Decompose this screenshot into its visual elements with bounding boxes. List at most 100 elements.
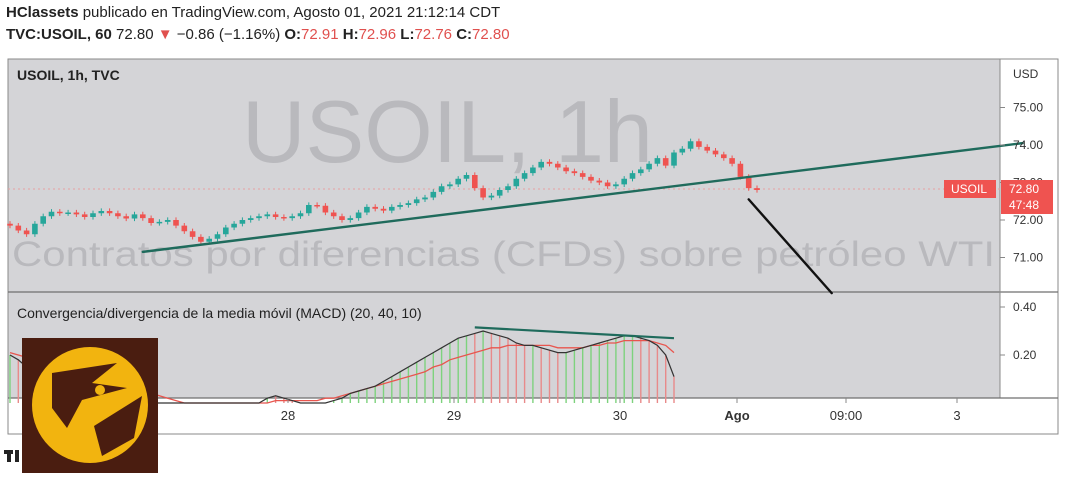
time-tick-label: Ago xyxy=(724,408,749,423)
candle-body xyxy=(123,216,129,219)
candle-body xyxy=(729,158,735,164)
candle-body xyxy=(538,161,544,168)
candle-body xyxy=(621,178,627,185)
candle-body xyxy=(297,213,304,217)
candle-body xyxy=(646,163,652,170)
price-tick-label: 71.00 xyxy=(1013,251,1043,265)
candle-body xyxy=(604,182,611,187)
candle-body xyxy=(696,141,702,147)
time-tick-label: 3 xyxy=(953,408,960,423)
publisher-name: HClassets xyxy=(6,4,79,21)
candle-body xyxy=(521,173,528,179)
ohlc-line: TVC:USOIL, 60 72.80 ▼ −0.86 (−1.16%) O:7… xyxy=(6,26,510,43)
price-tick-label: 74.00 xyxy=(1013,138,1043,152)
watermark-symbol: USOIL, 1h xyxy=(242,82,653,181)
candle-body xyxy=(289,216,295,219)
candle-body xyxy=(754,188,760,190)
macd-trendline[interactable] xyxy=(474,326,675,340)
candle-body xyxy=(23,230,30,235)
price-tick-label: 72.00 xyxy=(1013,213,1043,227)
candle-body xyxy=(596,180,603,183)
candle-body xyxy=(704,146,710,151)
close-value: 72.80 xyxy=(472,26,510,43)
candle-body xyxy=(73,212,80,215)
candle-body xyxy=(505,186,511,190)
candle-body xyxy=(422,197,428,200)
candle-body xyxy=(173,220,179,226)
high-value: 72.96 xyxy=(358,26,397,43)
candle-body xyxy=(546,161,553,164)
candle-body xyxy=(140,214,146,219)
candle-body xyxy=(131,214,138,219)
time-scale-background xyxy=(8,398,1058,434)
candle-body xyxy=(563,167,569,172)
candle-body xyxy=(721,154,727,159)
down-arrow-icon: ▼ xyxy=(157,26,173,43)
candle-body xyxy=(629,173,636,179)
candle-body xyxy=(488,195,495,198)
candle-body xyxy=(662,158,669,166)
candle-body xyxy=(654,158,661,164)
candle-body xyxy=(281,217,287,219)
candle-body xyxy=(223,227,229,235)
candle-body xyxy=(57,211,63,214)
open-value: 72.91 xyxy=(301,26,339,43)
currency-label: USD xyxy=(1013,67,1039,81)
price-badge xyxy=(1001,180,1053,214)
projection-line[interactable] xyxy=(747,198,833,295)
open-label: O: xyxy=(284,26,302,43)
price-trendline[interactable] xyxy=(141,141,1024,254)
candle-body xyxy=(745,176,752,189)
candle-body xyxy=(214,234,221,239)
candle-body xyxy=(156,221,163,224)
candle-body xyxy=(430,191,437,198)
tradingview-logo-fragment xyxy=(4,450,19,462)
main-pane-background xyxy=(8,59,1000,292)
macd-pane xyxy=(9,326,675,404)
candle-body xyxy=(32,223,38,235)
candle-body xyxy=(389,206,395,211)
candle-body xyxy=(164,220,171,222)
candle-body xyxy=(579,173,586,177)
candle-body xyxy=(106,211,113,214)
candle-body xyxy=(314,205,320,207)
low-label: L: xyxy=(400,26,415,43)
symbol-label: TVC:USOIL, 60 xyxy=(6,26,112,43)
candle-body xyxy=(588,176,594,181)
candle-body xyxy=(613,184,619,187)
last-price: 72.80 xyxy=(116,26,154,43)
candle-body xyxy=(115,213,121,217)
close-label: C: xyxy=(456,26,473,43)
high-label: H: xyxy=(342,26,359,43)
candle-body xyxy=(638,169,644,174)
candle-body xyxy=(339,216,345,220)
candle-body xyxy=(372,206,378,209)
candle-body xyxy=(687,141,694,149)
candle-body xyxy=(189,231,196,237)
price-scale-background xyxy=(1000,59,1058,398)
candle-body xyxy=(364,206,370,213)
symbol-badge xyxy=(944,180,996,198)
candle-body xyxy=(472,175,478,189)
candle-body xyxy=(15,225,22,231)
candle-body xyxy=(65,212,71,214)
macd-tick-label: 0.40 xyxy=(1013,300,1037,314)
price-badge-countdown: 47:48 xyxy=(1009,198,1039,212)
low-value: 72.76 xyxy=(414,26,453,43)
time-axis: 28 29 30 Ago 09:00 3 xyxy=(281,398,961,423)
candle-body xyxy=(737,163,744,177)
candle-body xyxy=(264,214,271,217)
main-price-pane xyxy=(7,138,1024,295)
main-pane-legend: USOIL, 1h, TVC xyxy=(17,67,120,83)
candle-body xyxy=(380,208,387,211)
candle-body xyxy=(81,214,88,217)
publication-line: HClassets publicado en TradingView.com, … xyxy=(6,4,500,21)
symbol-badge-label: USOIL xyxy=(951,182,987,196)
published-text: publicado en TradingView.com, Agosto 01,… xyxy=(78,4,501,21)
time-tick-label: 28 xyxy=(281,408,295,423)
macd-tick-label: 0.20 xyxy=(1013,348,1037,362)
time-tick-label: 09:00 xyxy=(830,408,863,423)
candle-body xyxy=(571,171,578,174)
time-tick-label: 29 xyxy=(447,408,461,423)
